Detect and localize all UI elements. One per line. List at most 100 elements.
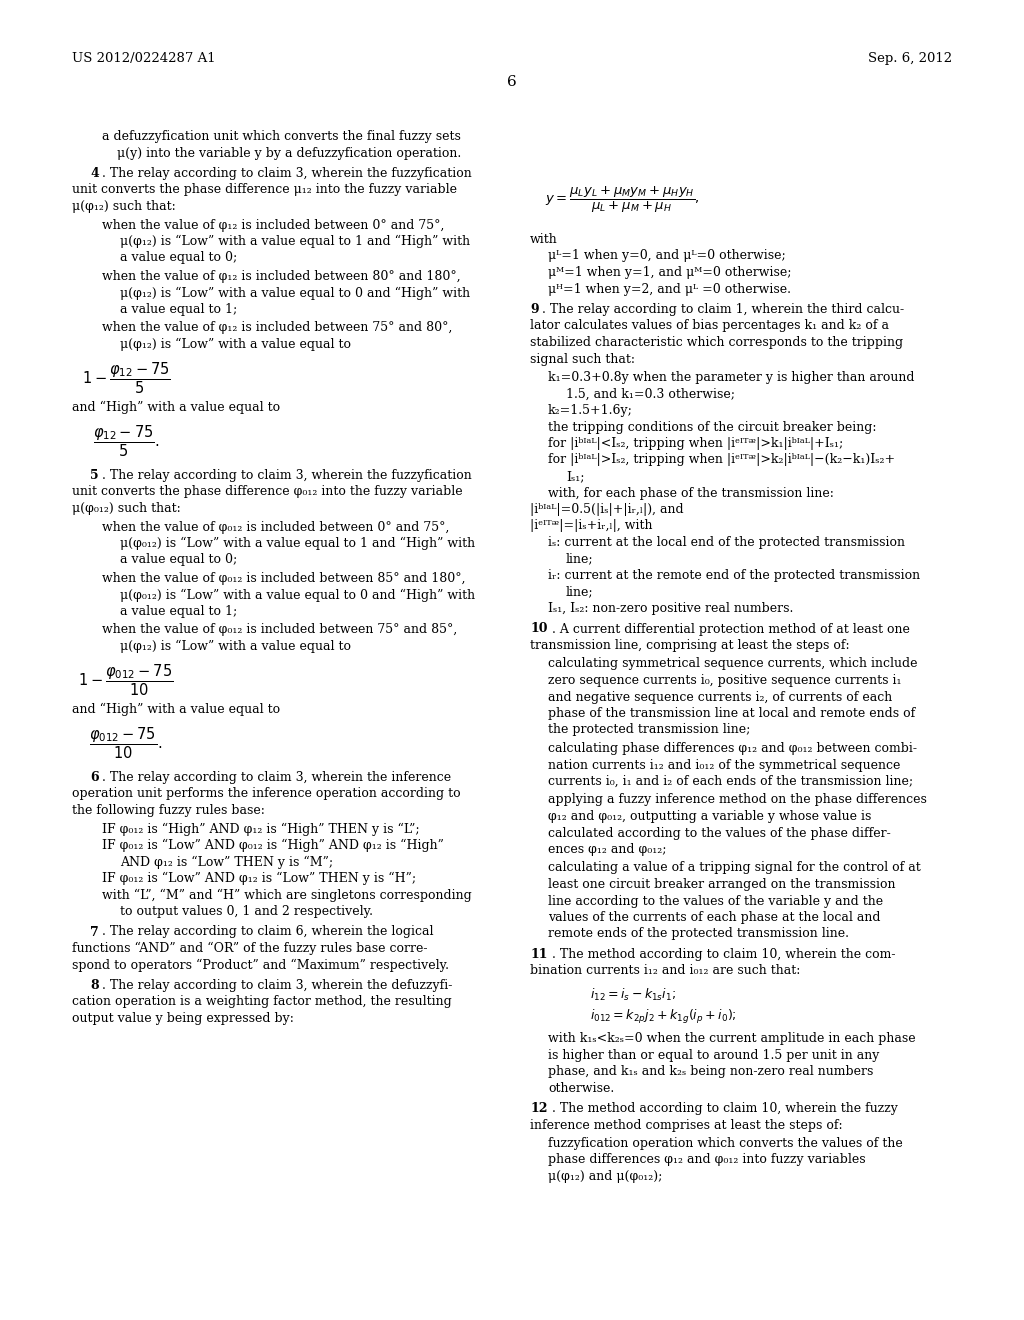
Text: for |iᵇᴵᵃᴸ|<Iₛ₂, tripping when |iᵉᴵᵀᵆ|>k₁|iᵇᴵᵃᴸ|+Iₛ₁;: for |iᵇᴵᵃᴸ|<Iₛ₂, tripping when |iᵉᴵᵀᵆ|>k… <box>548 437 843 450</box>
Text: and negative sequence currents i₂, of currents of each: and negative sequence currents i₂, of cu… <box>548 690 892 704</box>
Text: cation operation is a weighting factor method, the resulting: cation operation is a weighting factor m… <box>72 995 452 1008</box>
Text: μ(φ₁₂) is “Low” with a value equal to 0 and “High” with: μ(φ₁₂) is “Low” with a value equal to 0 … <box>120 286 470 300</box>
Text: inference method comprises at least the steps of:: inference method comprises at least the … <box>530 1118 843 1131</box>
Text: and “High” with a value equal to: and “High” with a value equal to <box>72 400 281 413</box>
Text: μ(φ₀₁₂) is “Low” with a value equal to 0 and “High” with: μ(φ₀₁₂) is “Low” with a value equal to 0… <box>120 589 475 602</box>
Text: currents i₀, i₁ and i₂ of each ends of the transmission line;: currents i₀, i₁ and i₂ of each ends of t… <box>548 775 913 788</box>
Text: $1 - \dfrac{\varphi_{12} - 75}{5}$: $1 - \dfrac{\varphi_{12} - 75}{5}$ <box>82 360 170 396</box>
Text: $1 - \dfrac{\varphi_{012} - 75}{10}$: $1 - \dfrac{\varphi_{012} - 75}{10}$ <box>78 663 174 698</box>
Text: . The relay according to claim 1, wherein the third calcu-: . The relay according to claim 1, wherei… <box>542 304 904 315</box>
Text: . The relay according to claim 3, wherein the fuzzyfication: . The relay according to claim 3, wherei… <box>102 168 472 180</box>
Text: with: with <box>530 234 558 246</box>
Text: $i_{12}=i_s-k_{1s}i_1;$: $i_{12}=i_s-k_{1s}i_1;$ <box>590 987 676 1003</box>
Text: when the value of φ₁₂ is included between 80° and 180°,: when the value of φ₁₂ is included betwee… <box>102 271 461 282</box>
Text: nation currents i₁₂ and i₀₁₂ of the symmetrical sequence: nation currents i₁₂ and i₀₁₂ of the symm… <box>548 759 900 771</box>
Text: μ(y) into the variable y by a defuzzyfication operation.: μ(y) into the variable y by a defuzzyfic… <box>117 147 461 160</box>
Text: a value equal to 0;: a value equal to 0; <box>120 252 238 264</box>
Text: lator calculates values of bias percentages k₁ and k₂ of a: lator calculates values of bias percenta… <box>530 319 889 333</box>
Text: values of the currents of each phase at the local and: values of the currents of each phase at … <box>548 911 881 924</box>
Text: with, for each phase of the transmission line:: with, for each phase of the transmission… <box>548 487 834 499</box>
Text: 4: 4 <box>90 168 98 180</box>
Text: 1.5, and k₁=0.3 otherwise;: 1.5, and k₁=0.3 otherwise; <box>566 388 735 400</box>
Text: line;: line; <box>566 553 594 565</box>
Text: the tripping conditions of the circuit breaker being:: the tripping conditions of the circuit b… <box>548 421 877 433</box>
Text: φ₁₂ and φ₀₁₂, outputting a variable y whose value is: φ₁₂ and φ₀₁₂, outputting a variable y wh… <box>548 810 871 822</box>
Text: μ(φ₁₂) is “Low” with a value equal to 1 and “High” with: μ(φ₁₂) is “Low” with a value equal to 1 … <box>120 235 470 248</box>
Text: $y = \dfrac{\mu_L y_L + \mu_M y_M + \mu_H y_H}{\mu_L + \mu_M + \mu_H},$: $y = \dfrac{\mu_L y_L + \mu_M y_M + \mu_… <box>545 185 699 215</box>
Text: unit converts the phase difference φ₀₁₂ into the fuzzy variable: unit converts the phase difference φ₀₁₂ … <box>72 486 463 499</box>
Text: $\dfrac{\varphi_{012} - 75}{10}.$: $\dfrac{\varphi_{012} - 75}{10}.$ <box>89 725 163 760</box>
Text: 5: 5 <box>90 469 98 482</box>
Text: . The relay according to claim 6, wherein the logical: . The relay according to claim 6, wherei… <box>102 925 433 939</box>
Text: a value equal to 1;: a value equal to 1; <box>120 304 238 315</box>
Text: AND φ₁₂ is “Low” THEN y is “M”;: AND φ₁₂ is “Low” THEN y is “M”; <box>120 855 333 869</box>
Text: line;: line; <box>566 586 594 598</box>
Text: US 2012/0224287 A1: US 2012/0224287 A1 <box>72 51 216 65</box>
Text: when the value of φ₀₁₂ is included between 0° and 75°,: when the value of φ₀₁₂ is included betwe… <box>102 520 450 533</box>
Text: operation unit performs the inference operation according to: operation unit performs the inference op… <box>72 788 461 800</box>
Text: and “High” with a value equal to: and “High” with a value equal to <box>72 702 281 715</box>
Text: with k₁ₛ<k₂ₛ=0 when the current amplitude in each phase: with k₁ₛ<k₂ₛ=0 when the current amplitud… <box>548 1032 915 1045</box>
Text: signal such that:: signal such that: <box>530 352 635 366</box>
Text: spond to operators “Product” and “Maximum” respectively.: spond to operators “Product” and “Maximu… <box>72 958 449 972</box>
Text: stabilized characteristic which corresponds to the tripping: stabilized characteristic which correspo… <box>530 337 903 348</box>
Text: |iᵇᴵᵃᴸ|=0.5(|iₛ|+|iᵣ,ₗ|), and: |iᵇᴵᵃᴸ|=0.5(|iₛ|+|iᵣ,ₗ|), and <box>530 503 684 516</box>
Text: for |iᵇᴵᵃᴸ|>Iₛ₂, tripping when |iᵉᴵᵀᵆ|>k₂|iᵇᴵᵃᴸ|−(k₂−k₁)Iₛ₂+: for |iᵇᴵᵃᴸ|>Iₛ₂, tripping when |iᵉᴵᵀᵆ|>k… <box>548 454 895 466</box>
Text: functions “AND” and “OR” of the fuzzy rules base corre-: functions “AND” and “OR” of the fuzzy ru… <box>72 942 427 956</box>
Text: . The relay according to claim 3, wherein the inference: . The relay according to claim 3, wherei… <box>102 771 452 784</box>
Text: μ(φ₁₂) such that:: μ(φ₁₂) such that: <box>72 201 176 213</box>
Text: transmission line, comprising at least the steps of:: transmission line, comprising at least t… <box>530 639 850 652</box>
Text: when the value of φ₀₁₂ is included between 85° and 180°,: when the value of φ₀₁₂ is included betwe… <box>102 572 466 585</box>
Text: IF φ₀₁₂ is “Low” AND φ₁₂ is “Low” THEN y is “H”;: IF φ₀₁₂ is “Low” AND φ₁₂ is “Low” THEN y… <box>102 873 416 886</box>
Text: phase of the transmission line at local and remote ends of: phase of the transmission line at local … <box>548 708 915 719</box>
Text: . The method according to claim 10, wherein the com-: . The method according to claim 10, wher… <box>552 948 896 961</box>
Text: output value y being expressed by:: output value y being expressed by: <box>72 1012 294 1026</box>
Text: remote ends of the protected transmission line.: remote ends of the protected transmissio… <box>548 928 849 940</box>
Text: μᴴ=1 when y=2, and μᴸ =0 otherwise.: μᴴ=1 when y=2, and μᴸ =0 otherwise. <box>548 282 791 296</box>
Text: calculating symmetrical sequence currents, which include: calculating symmetrical sequence current… <box>548 657 918 671</box>
Text: μ(φ₁₂) is “Low” with a value equal to: μ(φ₁₂) is “Low” with a value equal to <box>120 640 351 653</box>
Text: . The method according to claim 10, wherein the fuzzy: . The method according to claim 10, wher… <box>552 1102 898 1115</box>
Text: μ(φ₁₂) is “Low” with a value equal to: μ(φ₁₂) is “Low” with a value equal to <box>120 338 351 351</box>
Text: when the value of φ₁₂ is included between 0° and 75°,: when the value of φ₁₂ is included betwee… <box>102 219 444 231</box>
Text: calculating a value of a tripping signal for the control of at: calculating a value of a tripping signal… <box>548 862 921 874</box>
Text: iₛ: current at the local end of the protected transmission: iₛ: current at the local end of the prot… <box>548 536 905 549</box>
Text: $i_{012}=k_{2p}j_2+k_{1g}(i_p+i_0);$: $i_{012}=k_{2p}j_2+k_{1g}(i_p+i_0);$ <box>590 1007 736 1026</box>
Text: μ(φ₁₂) and μ(φ₀₁₂);: μ(φ₁₂) and μ(φ₀₁₂); <box>548 1170 663 1183</box>
Text: 6: 6 <box>90 771 98 784</box>
Text: when the value of φ₀₁₂ is included between 75° and 85°,: when the value of φ₀₁₂ is included betwe… <box>102 623 458 636</box>
Text: phase, and k₁ₛ and k₂ₛ being non-zero real numbers: phase, and k₁ₛ and k₂ₛ being non-zero re… <box>548 1065 873 1078</box>
Text: 10: 10 <box>530 623 548 635</box>
Text: calculating phase differences φ₁₂ and φ₀₁₂ between combi-: calculating phase differences φ₁₂ and φ₀… <box>548 742 918 755</box>
Text: μ(φ₀₁₂) such that:: μ(φ₀₁₂) such that: <box>72 502 181 515</box>
Text: is higher than or equal to around 1.5 per unit in any: is higher than or equal to around 1.5 pe… <box>548 1048 880 1061</box>
Text: ences φ₁₂ and φ₀₁₂;: ences φ₁₂ and φ₀₁₂; <box>548 843 667 855</box>
Text: the following fuzzy rules base:: the following fuzzy rules base: <box>72 804 265 817</box>
Text: 12: 12 <box>530 1102 548 1115</box>
Text: IF φ₀₁₂ is “High” AND φ₁₂ is “High” THEN y is “L”;: IF φ₀₁₂ is “High” AND φ₁₂ is “High” THEN… <box>102 822 420 836</box>
Text: IF φ₀₁₂ is “Low” AND φ₀₁₂ is “High” AND φ₁₂ is “High”: IF φ₀₁₂ is “Low” AND φ₀₁₂ is “High” AND … <box>102 840 443 853</box>
Text: iᵣ: current at the remote end of the protected transmission: iᵣ: current at the remote end of the pro… <box>548 569 921 582</box>
Text: the protected transmission line;: the protected transmission line; <box>548 723 751 737</box>
Text: Iₛ₁, Iₛ₂: non-zero positive real numbers.: Iₛ₁, Iₛ₂: non-zero positive real numbers… <box>548 602 794 615</box>
Text: 8: 8 <box>90 979 98 993</box>
Text: applying a fuzzy inference method on the phase differences: applying a fuzzy inference method on the… <box>548 793 927 807</box>
Text: line according to the values of the variable y and the: line according to the values of the vari… <box>548 895 883 908</box>
Text: 11: 11 <box>530 948 548 961</box>
Text: $\dfrac{\varphi_{12} - 75}{5}.$: $\dfrac{\varphi_{12} - 75}{5}.$ <box>93 422 160 458</box>
Text: . The relay according to claim 3, wherein the defuzzyfi-: . The relay according to claim 3, wherei… <box>102 979 453 993</box>
Text: 7: 7 <box>90 925 98 939</box>
Text: |iᵉᴵᵀᵆ|=|iₛ+iᵣ,ₗ|, with: |iᵉᴵᵀᵆ|=|iₛ+iᵣ,ₗ|, with <box>530 520 652 532</box>
Text: μᴹ=1 when y=1, and μᴹ=0 otherwise;: μᴹ=1 when y=1, and μᴹ=0 otherwise; <box>548 267 792 279</box>
Text: unit converts the phase difference μ₁₂ into the fuzzy variable: unit converts the phase difference μ₁₂ i… <box>72 183 457 197</box>
Text: . The relay according to claim 3, wherein the fuzzyfication: . The relay according to claim 3, wherei… <box>102 469 472 482</box>
Text: Sep. 6, 2012: Sep. 6, 2012 <box>868 51 952 65</box>
Text: Iₛ₁;: Iₛ₁; <box>566 470 585 483</box>
Text: least one circuit breaker arranged on the transmission: least one circuit breaker arranged on th… <box>548 878 896 891</box>
Text: a defuzzyfication unit which converts the final fuzzy sets: a defuzzyfication unit which converts th… <box>102 129 461 143</box>
Text: otherwise.: otherwise. <box>548 1081 614 1094</box>
Text: k₁=0.3+0.8y when the parameter y is higher than around: k₁=0.3+0.8y when the parameter y is high… <box>548 371 914 384</box>
Text: . A current differential protection method of at least one: . A current differential protection meth… <box>552 623 910 635</box>
Text: when the value of φ₁₂ is included between 75° and 80°,: when the value of φ₁₂ is included betwee… <box>102 322 453 334</box>
Text: calculated according to the values of the phase differ-: calculated according to the values of th… <box>548 826 891 840</box>
